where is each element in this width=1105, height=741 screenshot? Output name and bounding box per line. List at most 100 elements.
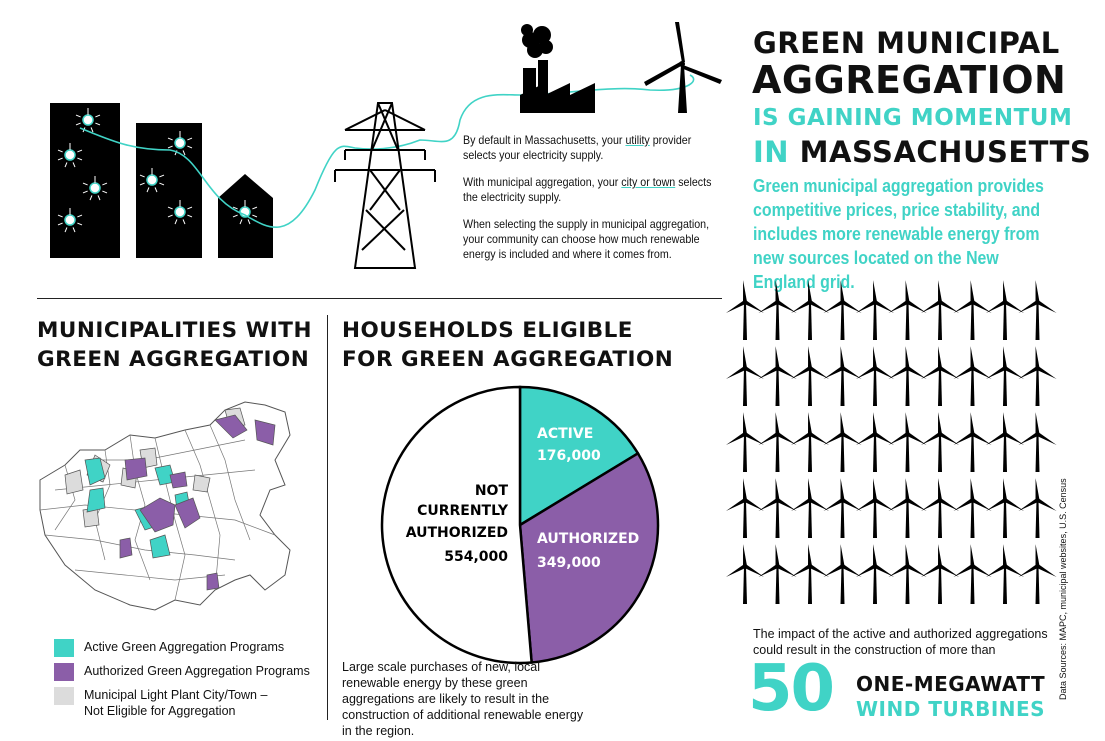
legend-swatch-mlp [54, 687, 74, 705]
pie-label-not-3: AUTHORIZED [406, 525, 508, 541]
households-pie-chart: ACTIVE 176,000 AUTHORIZED 349,000 NOT CU… [380, 385, 660, 665]
turbine-icon [985, 280, 1025, 340]
p2-text-b: selects the electricity supply. [463, 176, 712, 204]
p1-text-b: provider selects your electricity supply… [463, 134, 692, 162]
turbine-icon [790, 544, 830, 604]
turbine-icon [855, 478, 895, 538]
turbine-icon [888, 346, 927, 406]
legend-label-mlp-line-2: Not Eligible for Aggregation [84, 704, 236, 718]
building-middle [136, 123, 202, 258]
title-line-4: IN MASSACHUSETTS [753, 136, 1091, 168]
turbine-icon [790, 280, 830, 340]
turbine-icon [953, 544, 992, 604]
data-source: Data Sources: MAPC, municipal websites, … [1058, 478, 1068, 700]
turbine-icon [790, 478, 830, 538]
turbine-icon [953, 346, 992, 406]
map-legend: Active Green Aggregation Programs Author… [54, 639, 324, 719]
turbine-icon [920, 478, 960, 538]
lightbulb-icon [167, 200, 193, 225]
turbine-icon [823, 346, 862, 406]
wind-turbine-grid [725, 280, 1057, 604]
turbine-icon [823, 280, 862, 340]
lightbulb-icon [167, 131, 193, 156]
paragraph-1: By default in Massachusetts, your utilit… [463, 133, 725, 163]
turbine-icon [823, 544, 862, 604]
turbine-icon [1018, 478, 1057, 538]
turbine-icon [855, 346, 895, 406]
pie-slice-active [518, 385, 640, 528]
p2-text-a: With municipal aggregation, your [463, 176, 622, 189]
turbine-icon [823, 412, 862, 472]
lightbulb-icon [57, 208, 83, 233]
turbine-icon [725, 478, 765, 538]
transmission-tower-icon [334, 102, 436, 269]
p1-text-a: By default in Massachusetts, your [463, 134, 626, 147]
turbine-icon [758, 346, 797, 406]
intro-text: Green municipal aggregation provides com… [753, 175, 1044, 292]
turbine-icon [1018, 544, 1057, 604]
lightbulb-icon [82, 176, 108, 201]
legend-label-mlp: Municipal Light Plant City/Town – Not Eli… [84, 687, 267, 719]
factory-icon [520, 24, 595, 113]
pie-slice-authorized [518, 451, 660, 664]
legend-label-active: Active Green Aggregation Programs [84, 640, 285, 654]
impact-text: The impact of the active and authorized … [753, 627, 1048, 657]
turbine-unit-line-2: WIND TURBINES [856, 697, 1046, 721]
turbine-icon [1018, 412, 1057, 472]
pie-label-authorized: AUTHORIZED [537, 531, 639, 547]
turbine-icon [920, 280, 960, 340]
divider-vertical [327, 315, 328, 720]
title-line-3: IS GAINING MOMENTUM [753, 105, 1073, 131]
turbine-unit-line-1: ONE-MEGAWATT [856, 672, 1046, 696]
turbine-icon [985, 478, 1025, 538]
turbine-icon [855, 280, 895, 340]
lightbulb-icon [75, 108, 101, 133]
turbine-icon [888, 280, 927, 340]
lightbulb-icons [57, 108, 258, 233]
turbine-icon [985, 412, 1025, 472]
turbine-icon [725, 544, 765, 604]
turbine-icon [953, 280, 992, 340]
building-left [50, 103, 120, 258]
map-title-line-2: GREEN AGGREGATION [37, 347, 310, 372]
title-line-2: AGGREGATION [752, 58, 1067, 102]
turbine-icon [920, 544, 960, 604]
turbine-icon [888, 412, 927, 472]
legend-label-mlp-line-1: Municipal Light Plant City/Town – [84, 688, 268, 702]
turbine-icon [985, 544, 1025, 604]
households-title-line-2: FOR GREEN AGGREGATION [342, 347, 674, 372]
turbine-icons [725, 280, 1057, 604]
turbine-icon [790, 412, 830, 472]
turbine-icon [1018, 346, 1057, 406]
turbine-icon [725, 346, 765, 406]
turbine-icon [855, 544, 895, 604]
legend-label-authorized: Authorized Green Aggregation Programs [84, 664, 310, 678]
pie-slices [380, 385, 660, 665]
turbine-icon [758, 280, 797, 340]
legend-swatch-active [54, 639, 74, 657]
p1-highlight: utility [625, 134, 650, 147]
turbine-icon [758, 412, 797, 472]
turbine-icon [953, 478, 992, 538]
legend-active: Active Green Aggregation Programs [54, 639, 324, 657]
legend-swatch-authorized [54, 663, 74, 681]
pie-value-not: 554,000 [444, 549, 508, 565]
pie-value-active: 176,000 [537, 448, 601, 464]
turbine-icon [920, 346, 960, 406]
legend-mlp: Municipal Light Plant City/Town – Not Eli… [54, 687, 324, 719]
energy-illustration [50, 22, 722, 269]
pie-value-authorized: 349,000 [537, 555, 601, 571]
turbine-icon [920, 412, 960, 472]
p2-highlight: city or town [621, 176, 676, 189]
divider-horizontal [37, 298, 722, 299]
turbine-icon [725, 280, 765, 340]
turbine-icon [725, 412, 765, 472]
households-note: Large scale purchases of new, local rene… [342, 660, 584, 738]
turbine-icon [790, 346, 830, 406]
title-line-1: GREEN MUNICIPAL [753, 26, 1060, 60]
paragraph-2: With municipal aggregation, your city or… [463, 175, 725, 205]
turbine-icon [985, 346, 1025, 406]
map-title-line-1: MUNICIPALITIES WITH [37, 318, 312, 343]
turbine-icon [1018, 280, 1057, 340]
households-title-line-1: HOUSEHOLDS ELIGIBLE [342, 318, 633, 343]
